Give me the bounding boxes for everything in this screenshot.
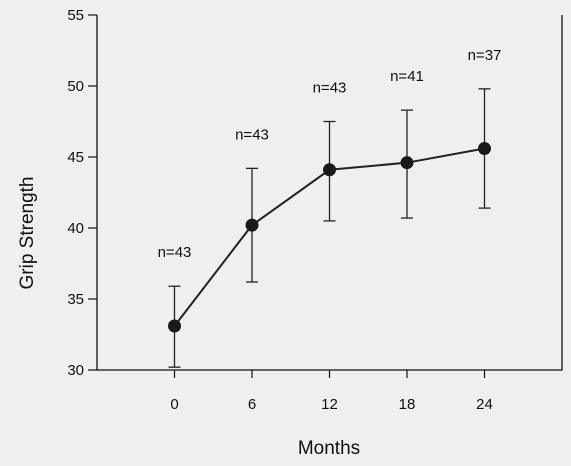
y-tick-label: 55 — [67, 7, 84, 24]
y-axis-title: Grip Strength — [17, 177, 38, 290]
data-point — [323, 163, 336, 177]
y-axis-ticks: 30 35 40 45 50 55 — [67, 7, 97, 379]
x-tick-label: 24 — [476, 396, 493, 413]
data-point — [400, 156, 414, 170]
y-tick-label: 30 — [67, 362, 84, 379]
sample-size-label: n=37 — [468, 47, 502, 64]
sample-size-label: n=43 — [158, 244, 192, 261]
x-tick-label: 0 — [170, 396, 178, 413]
sample-size-label: n=41 — [390, 68, 424, 85]
data-point — [478, 141, 491, 155]
x-axis-title: Months — [298, 438, 360, 459]
y-tick-label: 40 — [67, 220, 84, 237]
y-tick-label: 45 — [67, 149, 84, 166]
data-point — [168, 319, 181, 333]
x-tick-label: 18 — [399, 396, 416, 413]
data-point — [245, 218, 259, 232]
x-axis-ticks: 0 6 12 18 24 — [170, 370, 493, 413]
x-tick-label: 6 — [248, 396, 256, 413]
x-tick-label: 12 — [321, 396, 338, 413]
y-tick-label: 35 — [67, 291, 84, 308]
plot-area: n=43 n=43 n=43 n=41 n=37 — [158, 47, 502, 368]
y-tick-label: 50 — [67, 78, 84, 95]
sample-size-label: n=43 — [313, 80, 347, 97]
sample-size-label: n=43 — [235, 126, 269, 143]
